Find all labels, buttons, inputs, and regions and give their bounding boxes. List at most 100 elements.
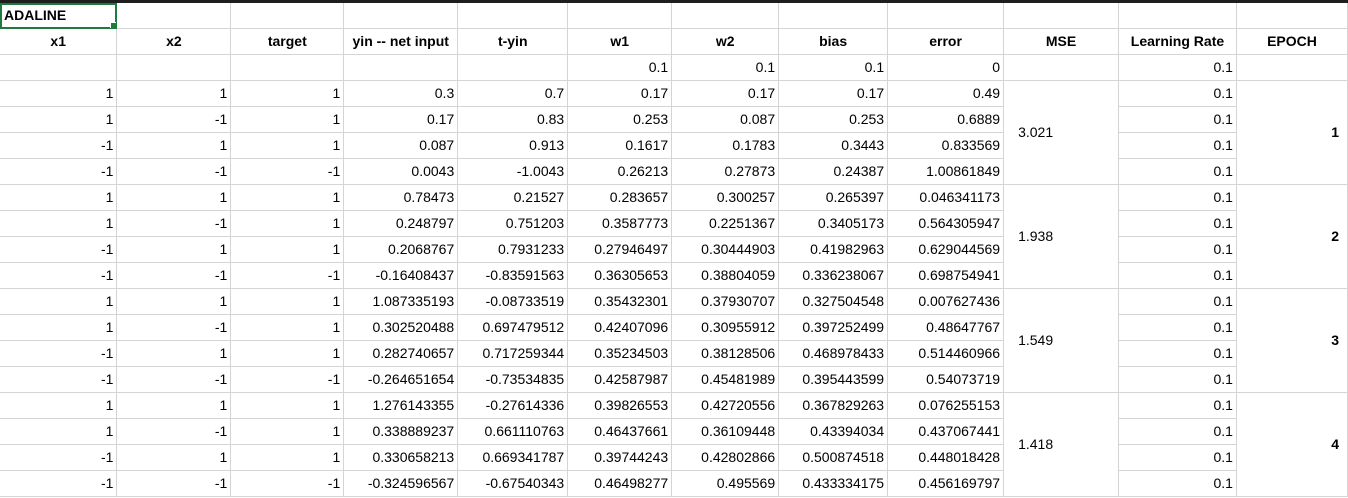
cell-value[interactable]: 0.36109448 — [671, 418, 780, 445]
mse-cell[interactable]: 1.549 — [1003, 288, 1119, 393]
cell-value[interactable]: 1 — [0, 288, 118, 315]
header-cell[interactable]: bias — [778, 28, 889, 55]
cell-init[interactable]: 0.1 — [778, 54, 889, 81]
cell-value[interactable]: -1 — [0, 262, 118, 289]
cell-empty[interactable] — [778, 3, 889, 29]
cell-value[interactable]: 1 — [116, 236, 232, 263]
cell-value[interactable]: -0.16408437 — [343, 262, 459, 289]
cell-value[interactable]: 0.087 — [671, 106, 780, 133]
cell-value[interactable]: 0.17 — [343, 106, 459, 133]
cell-value[interactable]: 0.514460966 — [887, 340, 1005, 367]
cell-value[interactable]: 0.833569 — [887, 132, 1005, 159]
header-cell[interactable]: w1 — [567, 28, 673, 55]
cell-empty[interactable] — [116, 3, 232, 29]
cell-title[interactable]: ADALINE — [0, 3, 118, 29]
cell-value[interactable]: 1 — [116, 288, 232, 315]
cell-value[interactable]: 0.283657 — [567, 184, 673, 211]
cell-value[interactable]: 0.500874518 — [778, 444, 889, 471]
cell-value[interactable]: 0.007627436 — [887, 288, 1005, 315]
learning-rate-cell[interactable]: 0.1 — [1118, 262, 1237, 289]
cell-value[interactable]: -1 — [116, 210, 232, 237]
cell-value[interactable]: 0.30955912 — [671, 314, 780, 341]
cell-value[interactable]: 1 — [0, 418, 118, 445]
cell-value[interactable]: 0.7931233 — [457, 236, 569, 263]
cell-value[interactable]: 1 — [0, 80, 118, 107]
cell-value[interactable]: 0.661110763 — [457, 418, 569, 445]
cell-value[interactable]: 1 — [230, 418, 345, 445]
cell-value[interactable]: 1 — [0, 184, 118, 211]
cell-value[interactable]: 1 — [116, 132, 232, 159]
cell-init[interactable]: 0.1 — [671, 54, 780, 81]
learning-rate-cell[interactable]: 0.1 — [1118, 340, 1237, 367]
cell-value[interactable]: 1 — [0, 392, 118, 419]
cell-value[interactable]: 0.669341787 — [457, 444, 569, 471]
cell-value[interactable]: -1 — [230, 366, 345, 393]
cell-value[interactable]: -1 — [0, 366, 118, 393]
cell-value[interactable]: 1 — [230, 314, 345, 341]
cell-init[interactable] — [1003, 54, 1119, 81]
cell-value[interactable]: 0.83 — [457, 106, 569, 133]
cell-value[interactable]: 0.24387 — [778, 158, 889, 185]
cell-value[interactable]: -1 — [116, 366, 232, 393]
cell-value[interactable]: 0.046341173 — [887, 184, 1005, 211]
cell-value[interactable]: 0.26213 — [567, 158, 673, 185]
cell-value[interactable]: 0.38804059 — [671, 262, 780, 289]
cell-value[interactable]: 1 — [230, 340, 345, 367]
cell-value[interactable]: 1 — [116, 184, 232, 211]
mse-cell[interactable]: 1.418 — [1003, 392, 1119, 497]
cell-init[interactable] — [230, 54, 345, 81]
cell-value[interactable]: 0.48647767 — [887, 314, 1005, 341]
epoch-cell[interactable]: 3 — [1236, 288, 1348, 393]
learning-rate-cell[interactable]: 0.1 — [1118, 418, 1237, 445]
cell-value[interactable]: -1.0043 — [457, 158, 569, 185]
cell-value[interactable]: 0.300257 — [671, 184, 780, 211]
learning-rate-cell[interactable]: 0.1 — [1118, 314, 1237, 341]
cell-value[interactable]: 0.564305947 — [887, 210, 1005, 237]
cell-value[interactable]: -1 — [116, 106, 232, 133]
cell-value[interactable]: 1 — [230, 444, 345, 471]
cell-value[interactable]: -1 — [116, 158, 232, 185]
cell-value[interactable]: 1 — [0, 314, 118, 341]
cell-value[interactable]: -1 — [116, 262, 232, 289]
cell-value[interactable]: -0.67540343 — [457, 470, 569, 497]
header-cell[interactable]: error — [887, 28, 1005, 55]
cell-value[interactable]: 0.697479512 — [457, 314, 569, 341]
cell-value[interactable]: 1 — [230, 106, 345, 133]
cell-value[interactable]: 0.3587773 — [567, 210, 673, 237]
header-cell[interactable]: EPOCH — [1236, 28, 1348, 55]
cell-value[interactable]: 0.3 — [343, 80, 459, 107]
cell-empty[interactable] — [343, 3, 459, 29]
header-cell[interactable]: target — [230, 28, 345, 55]
mse-cell[interactable]: 3.021 — [1003, 80, 1119, 185]
cell-value[interactable]: 1 — [230, 132, 345, 159]
cell-value[interactable]: -1 — [230, 262, 345, 289]
cell-value[interactable]: 0.0043 — [343, 158, 459, 185]
cell-value[interactable]: -0.08733519 — [457, 288, 569, 315]
cell-value[interactable]: -0.27614336 — [457, 392, 569, 419]
cell-value[interactable]: 1.00861849 — [887, 158, 1005, 185]
cell-value[interactable]: -1 — [0, 444, 118, 471]
cell-value[interactable]: 0.282740657 — [343, 340, 459, 367]
cell-value[interactable]: 0.253 — [778, 106, 889, 133]
learning-rate-cell[interactable]: 0.1 — [1118, 106, 1237, 133]
cell-value[interactable]: 0.248797 — [343, 210, 459, 237]
cell-value[interactable]: 0.39744243 — [567, 444, 673, 471]
learning-rate-cell[interactable]: 0.1 — [1118, 158, 1237, 185]
cell-value[interactable]: 0.46498277 — [567, 470, 673, 497]
epoch-cell[interactable]: 2 — [1236, 184, 1348, 289]
learning-rate-cell[interactable]: 0.1 — [1118, 444, 1237, 471]
cell-value[interactable]: 0.49 — [887, 80, 1005, 107]
cell-value[interactable]: -0.83591563 — [457, 262, 569, 289]
cell-value[interactable]: 0.45481989 — [671, 366, 780, 393]
cell-value[interactable]: 0.27873 — [671, 158, 780, 185]
cell-value[interactable]: 0.330658213 — [343, 444, 459, 471]
cell-value[interactable]: 0.253 — [567, 106, 673, 133]
cell-value[interactable]: 0.35432301 — [567, 288, 673, 315]
header-cell[interactable]: yin -- net input — [343, 28, 459, 55]
cell-value[interactable]: 0.433334175 — [778, 470, 889, 497]
cell-value[interactable]: 0.2251367 — [671, 210, 780, 237]
cell-empty[interactable] — [230, 3, 345, 29]
cell-value[interactable]: 0.087 — [343, 132, 459, 159]
cell-value[interactable]: 0.338889237 — [343, 418, 459, 445]
epoch-cell[interactable]: 4 — [1236, 392, 1348, 497]
